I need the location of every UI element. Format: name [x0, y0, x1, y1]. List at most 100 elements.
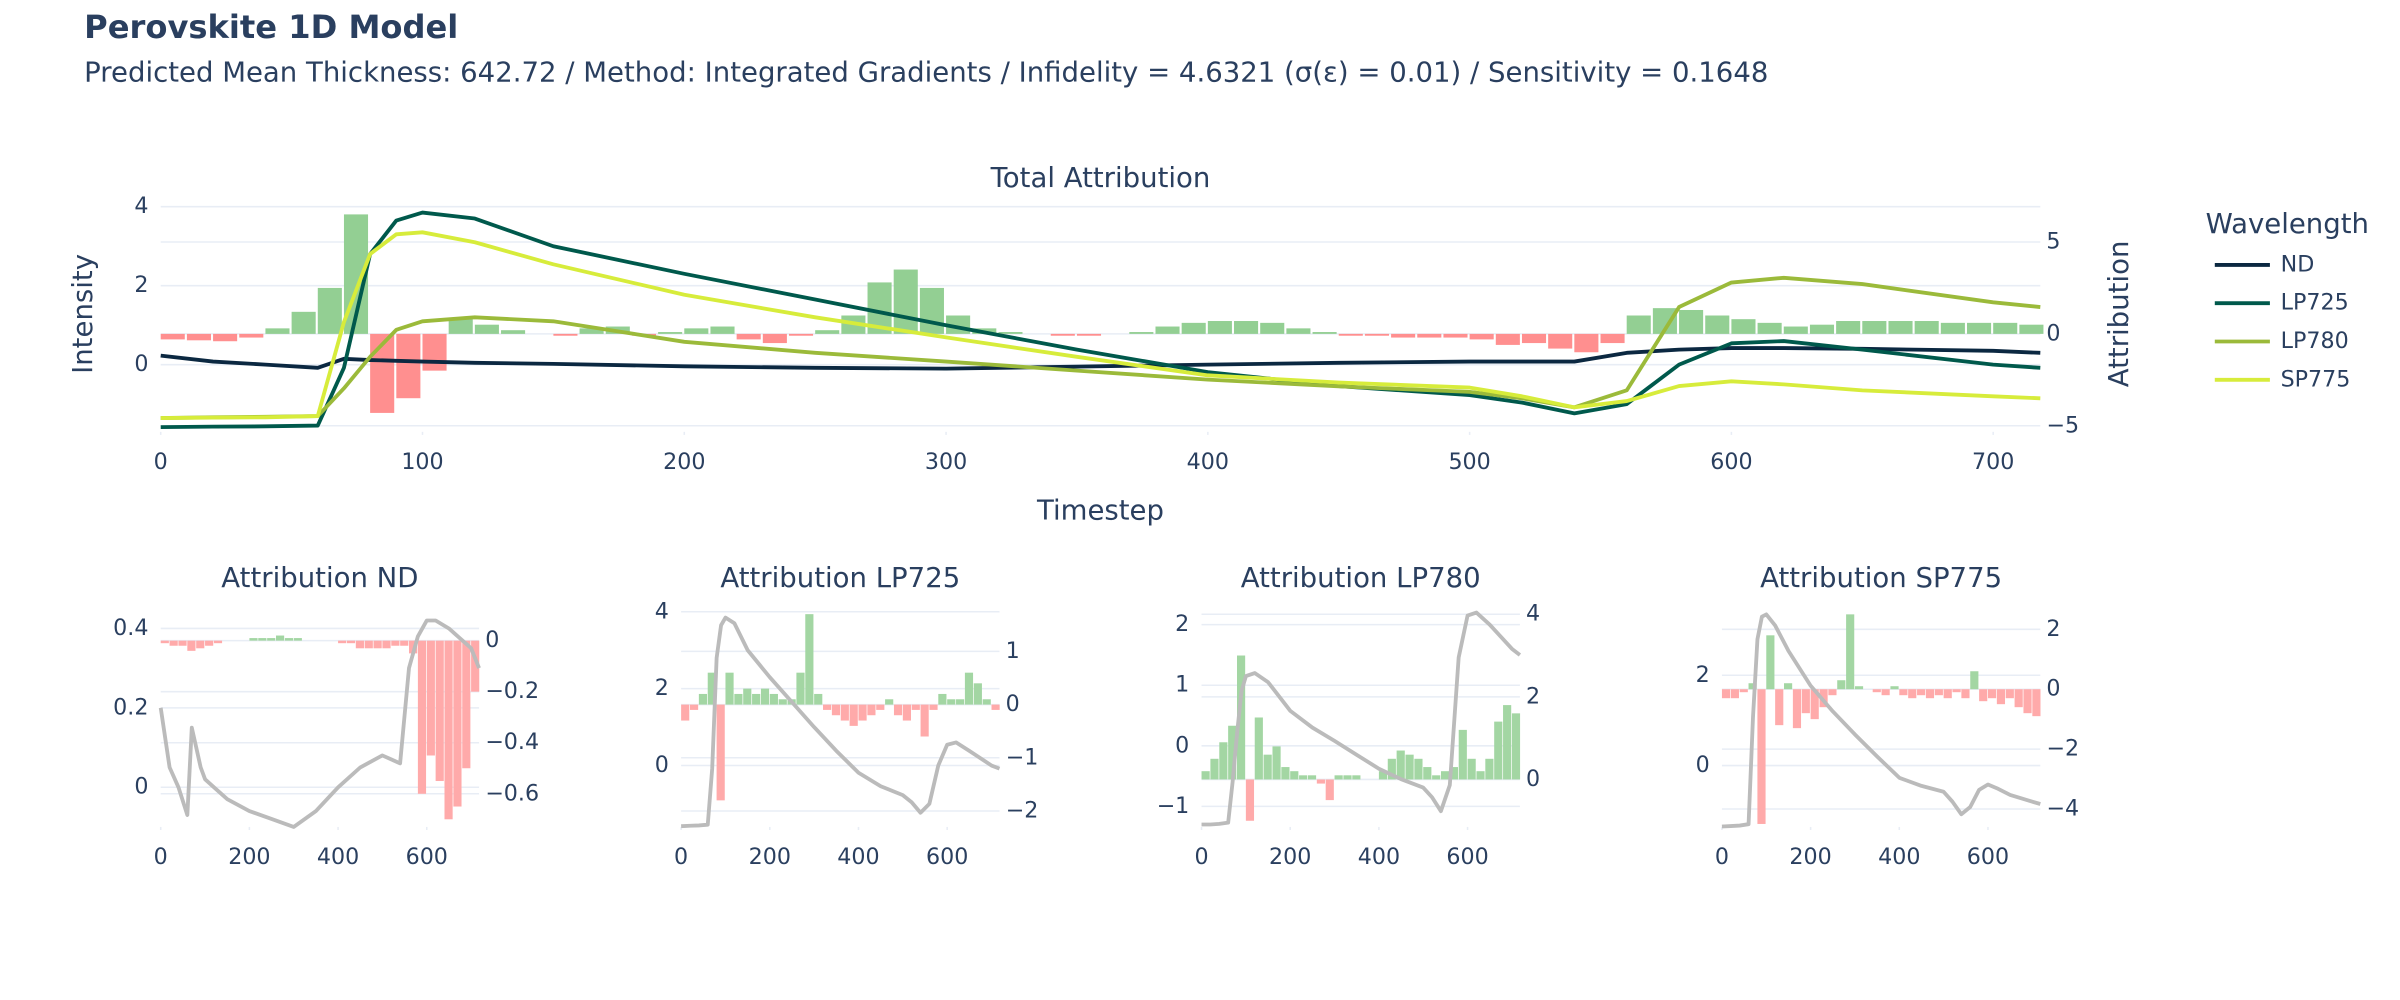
attribution-bar [1364, 333, 1389, 336]
attribution-bar [382, 640, 391, 649]
attribution-bar [1391, 333, 1416, 338]
attribution-bar [1846, 614, 1855, 690]
attribution-bar [346, 640, 356, 644]
attribution-bar [867, 704, 876, 716]
attribution-bar [444, 640, 453, 820]
series-line [1201, 610, 1522, 827]
series-line [1721, 612, 2041, 829]
attribution-bar [291, 311, 316, 334]
x-tick-label: 200 [228, 844, 270, 870]
attribution-bar [213, 333, 238, 342]
attribution-bar [1993, 322, 2018, 334]
attribution-bar [947, 699, 956, 705]
attribution-bar [1181, 322, 1206, 334]
attribution-bar [1961, 689, 1970, 699]
y-tick-label: 0 [1696, 752, 1710, 778]
attribution-bar [938, 693, 947, 705]
x-tick-label: 0 [1715, 844, 1729, 870]
attribution-bar [1343, 775, 1352, 780]
attribution-bar [1757, 322, 1782, 334]
attribution-bar [1521, 333, 1547, 344]
attribution-bar [338, 640, 347, 644]
attribution-bar [919, 287, 944, 334]
attribution-bar [1872, 689, 1881, 693]
x-tick-label: 600 [406, 844, 448, 870]
y2-tick-label: 1 [1006, 638, 1020, 664]
y-tick-label: 0 [655, 752, 669, 778]
attribution-bar [1443, 333, 1468, 338]
attribution-bar [448, 319, 473, 334]
attribution-bar [400, 640, 409, 646]
x-tick-label: 200 [1789, 844, 1831, 870]
attribution-bar [1469, 333, 1494, 340]
attribution-bar [1405, 754, 1414, 780]
attribution-bar [1836, 321, 1861, 334]
attribution-bar [1757, 689, 1766, 824]
x-tick-label: 0 [1194, 844, 1208, 870]
attribution-bar [1828, 689, 1837, 696]
attribution-bar [1679, 309, 1704, 334]
attribution-bar [1254, 717, 1263, 780]
y-tick-label: 2 [655, 675, 669, 701]
attribution-bar [435, 640, 444, 782]
attribution-bar [391, 640, 400, 646]
attribution-bar [1925, 689, 1935, 699]
attribution-bar [1423, 767, 1432, 780]
attribution-bar [743, 688, 752, 705]
attribution-bar [1881, 689, 1890, 696]
attribution-bar [1210, 758, 1219, 780]
y-tick-label: 0 [134, 351, 148, 377]
attribution-bar [725, 672, 734, 705]
y-tick-label: 4 [655, 598, 669, 624]
attribution-bar [2014, 689, 2023, 708]
attribution-bar [1432, 775, 1441, 780]
attribution-bar [417, 640, 427, 794]
attribution-bar [474, 324, 499, 334]
attribution-bar [1290, 771, 1299, 780]
attribution-bar [249, 638, 258, 641]
attribution-bar [1996, 689, 2006, 705]
y-tick-label: 4 [134, 193, 148, 219]
attribution-bar [276, 635, 285, 641]
attribution-bar [1201, 771, 1210, 780]
attribution-bar [1503, 705, 1512, 780]
series-line [160, 230, 2041, 420]
page-title: Perovskite 1D Model [84, 8, 458, 46]
attribution-bar [265, 328, 290, 334]
attribution-bar [1272, 746, 1281, 780]
attribution-bar [752, 693, 761, 705]
attribution-bar [998, 332, 1023, 334]
attribution-bar [579, 328, 604, 334]
attribution-bar [1809, 324, 1835, 334]
x-tick-label: 600 [1446, 844, 1488, 870]
attribution-bar [885, 699, 894, 705]
attribution-bar [1600, 333, 1625, 344]
x-tick-label: 200 [749, 844, 791, 870]
legend-label: LP725 [2281, 290, 2349, 316]
x-axis-label: Timestep [1036, 494, 1164, 526]
attribution-bar [462, 640, 471, 769]
legend-label: SP775 [2281, 366, 2351, 392]
x-tick-label: 700 [1972, 449, 2014, 475]
attribution-bar [1952, 689, 1961, 693]
attribution-bar [1219, 742, 1228, 780]
attribution-bar [284, 638, 294, 641]
attribution-bar [1387, 758, 1396, 780]
x-tick-label: 600 [1710, 449, 1752, 475]
attribution-bar [815, 330, 840, 334]
y2-tick-label: 0 [1006, 691, 1020, 717]
attribution-bar [1511, 713, 1521, 780]
x-tick-label: 200 [663, 449, 705, 475]
attribution-bar [1783, 326, 1808, 334]
attribution-bar [553, 333, 578, 336]
attribution-bar [1810, 689, 1819, 720]
attribution-bar [1485, 758, 1494, 780]
y-tick-label: 2 [134, 272, 148, 298]
x-tick-label: 0 [154, 449, 168, 475]
x-tick-label: 400 [1187, 449, 1229, 475]
attribution-bar [858, 704, 867, 721]
attribution-bar [317, 287, 342, 334]
attribution-bar [1934, 689, 1943, 696]
